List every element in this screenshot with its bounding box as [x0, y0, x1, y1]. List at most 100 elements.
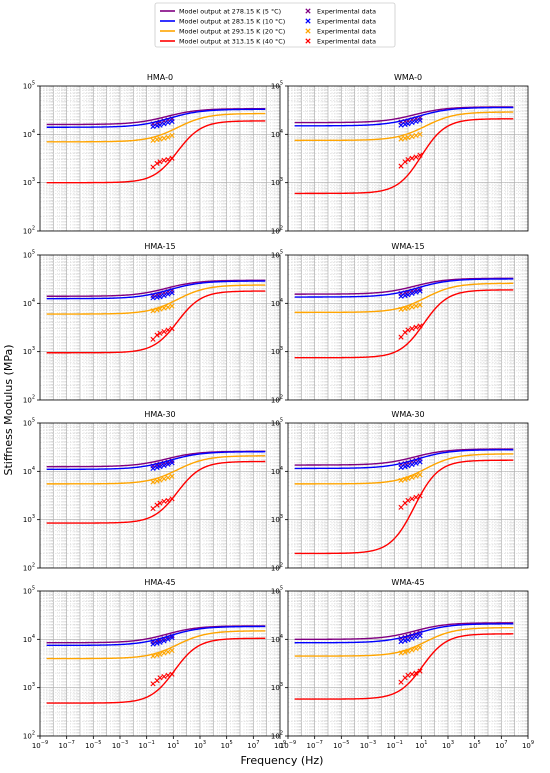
model-curve	[46, 108, 266, 128]
legend-label-model: Model output at 283.15 K (10 °C)	[179, 18, 285, 26]
axes-frame	[39, 422, 281, 569]
grid-lines	[40, 86, 280, 231]
x-tick-label: 10−5	[85, 740, 101, 750]
subplot-title: WMA-15	[391, 242, 424, 251]
model-curve	[294, 623, 514, 644]
subplot-title: WMA-45	[391, 578, 424, 587]
experimental-point	[402, 649, 408, 655]
experimental-point	[405, 157, 411, 163]
experimental-point	[409, 304, 415, 310]
experimental-point	[165, 672, 171, 678]
experimental-point	[150, 465, 156, 471]
grid-lines	[40, 423, 280, 568]
y-tick-label: 103	[23, 682, 35, 692]
y-tick-label: 105	[23, 81, 35, 91]
experimental-point	[169, 132, 175, 138]
subplot-hma-15: HMA-15 102 103 104 105	[23, 242, 281, 405]
model-curve	[46, 107, 266, 126]
experimental-point	[154, 478, 160, 484]
experimental-point	[413, 473, 419, 479]
experimental-point	[169, 635, 175, 641]
experimental-point	[150, 681, 156, 687]
experimental-point	[165, 461, 171, 467]
subplot-title: HMA-30	[144, 410, 175, 419]
x-tick-label: 107	[495, 740, 507, 750]
y-tick-label: 104	[23, 466, 35, 476]
model-curve	[46, 120, 266, 184]
x-tick-label: 10−1	[139, 740, 155, 750]
experimental-point	[161, 157, 167, 163]
experimental-point	[165, 157, 171, 163]
x-tick-label: 10−7	[59, 740, 75, 750]
experimental-point	[413, 494, 419, 500]
experimental-point	[413, 646, 419, 652]
experimental-point	[157, 122, 163, 128]
experimental-point	[154, 502, 160, 508]
experimental-point	[165, 475, 171, 481]
experimental-point	[157, 477, 163, 483]
model-curve	[294, 459, 514, 555]
experimental-point	[402, 464, 408, 470]
experimental-point	[405, 648, 411, 654]
experimental-point	[413, 303, 419, 309]
experimental-point	[161, 673, 167, 680]
legend-label-model: Model output at 293.15 K (20 °C)	[179, 28, 285, 36]
model-curve	[294, 449, 514, 470]
experimental-point	[161, 292, 167, 299]
experimental-point	[409, 133, 415, 140]
axes-frame	[39, 85, 281, 232]
model-curve	[46, 460, 266, 524]
x-tick-label: 10−7	[307, 740, 323, 750]
experimental-point	[157, 294, 163, 300]
subplot-hma-30: HMA-30 102 103 104 105	[23, 410, 281, 573]
subplot-wma-0: WMA-0 102 103 104 105	[271, 73, 529, 236]
model-curve	[46, 280, 266, 300]
model-curve	[294, 106, 514, 127]
experimental-point	[413, 460, 419, 466]
model-curve	[46, 112, 266, 143]
y-tick-label: 105	[271, 586, 283, 596]
experimental-point	[150, 137, 156, 143]
y-tick-label: 103	[271, 514, 283, 524]
experimental-point	[161, 638, 167, 644]
experimental-point	[417, 152, 423, 158]
y-tick-label: 102	[23, 395, 35, 405]
experimental-point	[169, 496, 175, 502]
x-tick-label: 109	[522, 740, 534, 750]
experimental-point	[150, 653, 156, 659]
legend-label-model: Model output at 313.15 K (40 °C)	[179, 38, 285, 46]
x-axis-label: Frequency (Hz)	[241, 754, 324, 767]
experimental-point	[409, 474, 415, 480]
experimental-point	[157, 159, 163, 165]
experimental-point	[154, 640, 160, 646]
experimental-point	[405, 672, 411, 678]
y-tick-label: 105	[23, 250, 35, 260]
model-curve	[294, 277, 514, 295]
experimental-point	[405, 475, 411, 482]
legend-x-marker	[305, 18, 311, 24]
x-tick-label: 105	[221, 740, 233, 750]
experimental-point	[409, 326, 415, 332]
experimental-point	[165, 291, 171, 297]
experimental-point	[150, 505, 156, 512]
experimental-point	[413, 670, 419, 676]
subplot-title: HMA-15	[144, 242, 175, 251]
experimental-point	[405, 497, 411, 504]
experimental-point	[157, 500, 163, 506]
experimental-point	[165, 636, 171, 642]
experimental-point	[413, 634, 419, 640]
model-curve	[294, 448, 514, 466]
experimental-point	[398, 306, 404, 312]
experimental-point	[150, 479, 156, 485]
y-tick-label: 103	[23, 177, 35, 187]
experimental-point	[157, 651, 163, 657]
legend-label-experimental: Experimental data	[317, 8, 376, 16]
experimental-point	[398, 334, 404, 340]
y-tick-label: 102	[271, 563, 283, 573]
experimental-point	[154, 307, 160, 313]
x-tick-label: 101	[415, 740, 427, 750]
experimental-point	[398, 136, 404, 142]
experimental-point	[157, 675, 163, 681]
experimental-point	[417, 459, 423, 465]
axes-frame	[39, 254, 281, 401]
